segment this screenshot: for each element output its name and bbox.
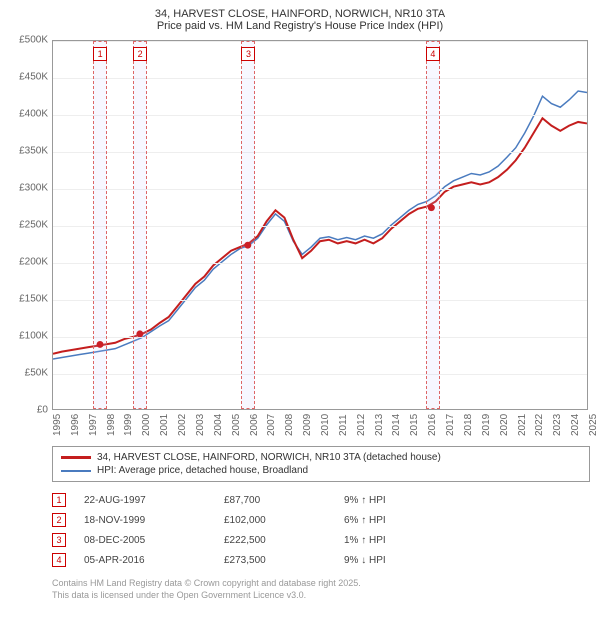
y-tick-label: £450K — [19, 72, 48, 83]
x-tick-label: 2001 — [159, 414, 170, 436]
y-tick-label: £200K — [19, 257, 48, 268]
transaction-row: 4 05-APR-2016£273,5009% ↓ HPI — [52, 550, 590, 570]
x-tick-label: 2023 — [552, 414, 563, 436]
transaction-pct: 1% ↑ HPI — [344, 535, 454, 546]
y-axis: £0£50K£100K£150K£200K£250K£300K£350K£400… — [8, 40, 52, 410]
legend-label: HPI: Average price, detached house, Broa… — [97, 465, 308, 476]
x-tick-label: 2006 — [249, 414, 260, 436]
x-tick-label: 2017 — [445, 414, 456, 436]
transaction-date: 05-APR-2016 — [84, 555, 224, 566]
footer-line1: Contains HM Land Registry data © Crown c… — [52, 578, 592, 590]
chart-title-line2: Price paid vs. HM Land Registry's House … — [8, 20, 592, 32]
x-tick-label: 1996 — [70, 414, 81, 436]
legend-label: 34, HARVEST CLOSE, HAINFORD, NORWICH, NR… — [97, 452, 441, 463]
x-tick-label: 2004 — [213, 414, 224, 436]
x-tick-label: 2015 — [409, 414, 420, 436]
y-tick-label: £500K — [19, 35, 48, 46]
x-tick-label: 2021 — [517, 414, 528, 436]
legend-item: HPI: Average price, detached house, Broa… — [61, 464, 581, 477]
transaction-pct: 9% ↓ HPI — [344, 555, 454, 566]
transaction-marker-band — [93, 41, 107, 409]
plot-inner: 1 2 3 4 — [52, 40, 588, 410]
transaction-price: £222,500 — [224, 535, 344, 546]
transaction-pct: 6% ↑ HPI — [344, 515, 454, 526]
x-tick-label: 1999 — [123, 414, 134, 436]
x-tick-label: 2025 — [588, 414, 599, 436]
x-tick-label: 2014 — [391, 414, 402, 436]
x-tick-label: 2009 — [302, 414, 313, 436]
y-tick-label: £50K — [25, 368, 48, 379]
transaction-date: 08-DEC-2005 — [84, 535, 224, 546]
y-tick-label: £100K — [19, 331, 48, 342]
transaction-price: £273,500 — [224, 555, 344, 566]
footer-line2: This data is licensed under the Open Gov… — [52, 590, 592, 602]
transaction-row: 1 22-AUG-1997£87,7009% ↑ HPI — [52, 490, 590, 510]
x-tick-label: 2008 — [284, 414, 295, 436]
transaction-marker-band — [426, 41, 440, 409]
x-tick-label: 2000 — [141, 414, 152, 436]
transaction-row: 3 08-DEC-2005£222,5001% ↑ HPI — [52, 530, 590, 550]
transaction-marker-number: 1 — [93, 47, 107, 61]
transaction-pct: 9% ↑ HPI — [344, 495, 454, 506]
x-tick-label: 2002 — [177, 414, 188, 436]
footer-note: Contains HM Land Registry data © Crown c… — [52, 578, 592, 601]
y-tick-label: £300K — [19, 183, 48, 194]
y-tick-label: £350K — [19, 146, 48, 157]
transaction-date: 22-AUG-1997 — [84, 495, 224, 506]
transaction-marker-number: 3 — [241, 47, 255, 61]
x-tick-label: 2013 — [374, 414, 385, 436]
legend: 34, HARVEST CLOSE, HAINFORD, NORWICH, NR… — [52, 446, 590, 482]
transaction-date: 18-NOV-1999 — [84, 515, 224, 526]
x-tick-label: 1995 — [52, 414, 63, 436]
x-tick-label: 2016 — [427, 414, 438, 436]
x-axis: 1995 1996 1997 1998 1999 2000 2001 2002 2003 2004… — [52, 410, 588, 440]
transaction-marker-number: 4 — [426, 47, 440, 61]
y-tick-label: £150K — [19, 294, 48, 305]
x-tick-label: 2012 — [356, 414, 367, 436]
transaction-row: 2 18-NOV-1999£102,0006% ↑ HPI — [52, 510, 590, 530]
transaction-price: £102,000 — [224, 515, 344, 526]
transaction-number: 4 — [52, 553, 66, 567]
x-tick-label: 2020 — [499, 414, 510, 436]
transaction-marker-band — [133, 41, 147, 409]
chart-container: 34, HARVEST CLOSE, HAINFORD, NORWICH, NR… — [8, 8, 592, 601]
y-tick-label: £0 — [37, 405, 48, 416]
x-tick-label: 2011 — [338, 414, 349, 436]
plot-area: £0 £50K £100K £150K £200K £250K £300K £350K £400… — [8, 40, 592, 440]
x-tick-label: 1997 — [88, 414, 99, 436]
x-tick-label: 2003 — [195, 414, 206, 436]
legend-swatch — [61, 470, 91, 472]
x-tick-label: 2024 — [570, 414, 581, 436]
legend-item: 34, HARVEST CLOSE, HAINFORD, NORWICH, NR… — [61, 451, 581, 464]
legend-swatch — [61, 456, 91, 459]
chart-title-line1: 34, HARVEST CLOSE, HAINFORD, NORWICH, NR… — [8, 8, 592, 20]
transaction-number: 2 — [52, 513, 66, 527]
x-tick-label: 2019 — [481, 414, 492, 436]
x-tick-label: 1998 — [106, 414, 117, 436]
x-tick-label: 2010 — [320, 414, 331, 436]
transaction-marker-number: 2 — [133, 47, 147, 61]
transaction-marker-band — [241, 41, 255, 409]
x-tick-label: 2018 — [463, 414, 474, 436]
y-tick-label: £400K — [19, 109, 48, 120]
y-tick-label: £250K — [19, 220, 48, 231]
x-tick-label: 2007 — [266, 414, 277, 436]
transaction-table: 122-AUG-1997£87,7009% ↑ HPI218-NOV-1999£… — [52, 490, 590, 570]
x-tick-label: 2022 — [534, 414, 545, 436]
transaction-number: 3 — [52, 533, 66, 547]
transaction-price: £87,700 — [224, 495, 344, 506]
transaction-number: 1 — [52, 493, 66, 507]
x-tick-label: 2005 — [231, 414, 242, 436]
